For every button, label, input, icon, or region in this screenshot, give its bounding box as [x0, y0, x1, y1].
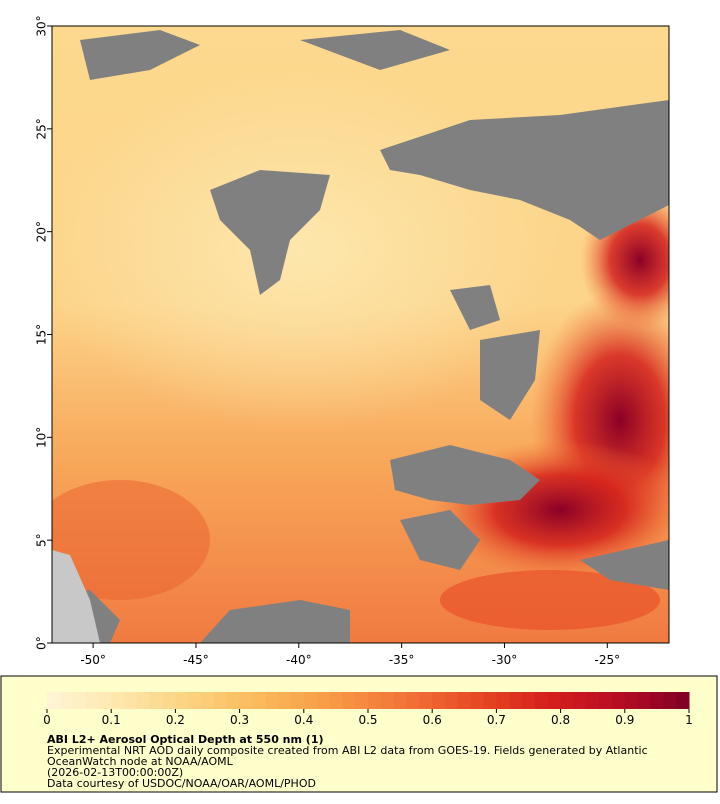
colorbar-cell — [59, 692, 74, 709]
colorbar-cell — [650, 692, 664, 709]
colorbar-cell — [213, 692, 228, 709]
y-tick-label: 10° — [35, 427, 49, 448]
colorbar-cell — [47, 692, 61, 709]
colorbar-tick-label: 0 — [43, 713, 51, 727]
legend-line: (2026-02-13T00:00:00Z) — [47, 766, 183, 779]
legend-line: Experimental NRT AOD daily composite cre… — [47, 744, 648, 757]
x-tick-label: -45° — [183, 653, 209, 667]
colorbar-cell — [637, 692, 651, 709]
colorbar-cell — [124, 692, 138, 709]
colorbar-cell — [149, 692, 164, 709]
colorbar-cell — [329, 692, 343, 709]
colorbar-cell — [573, 692, 587, 709]
colorbar-cell — [586, 692, 600, 709]
colorbar-cell — [98, 692, 112, 709]
y-tick-label: 30° — [35, 15, 49, 36]
x-tick-label: -30° — [492, 653, 518, 667]
y-tick-label: 5° — [35, 533, 49, 547]
x-tick-label: -50° — [80, 653, 106, 667]
colorbar-cell — [278, 692, 292, 709]
colorbar-cell — [85, 692, 99, 709]
colorbar-cell — [265, 692, 279, 709]
colorbar-cell — [445, 692, 459, 709]
colorbar-cell — [611, 692, 626, 709]
colorbar-cell — [547, 692, 562, 709]
colorbar-cell — [509, 692, 523, 709]
colorbar-tick-label: 0.5 — [358, 713, 377, 727]
x-tick-label: -40° — [286, 653, 312, 667]
colorbar-cell — [663, 692, 677, 709]
axes: -50° -45° -40° -35° -30° -25° 0° 5° 10° 15° 20° 25°… — [35, 15, 621, 667]
colorbar-cell — [470, 692, 485, 709]
map-image — [52, 26, 669, 643]
colorbar-cell — [676, 692, 690, 709]
colorbar-cell — [72, 692, 87, 709]
colorbar-cell — [368, 692, 382, 709]
colorbar-cell — [226, 692, 241, 709]
colorbar-cell — [380, 692, 395, 709]
colorbar-cell — [136, 692, 151, 709]
colorbar-cell — [162, 692, 176, 709]
colorbar-cell — [432, 692, 446, 709]
y-tick-label: 15° — [35, 324, 49, 345]
legend-line: OceanWatch node at NOAA/AOML — [47, 755, 234, 768]
colorbar-cell — [522, 692, 536, 709]
colorbar-tick-label: 0.9 — [615, 713, 634, 727]
colorbar-cell — [111, 692, 125, 709]
colorbar-cell — [342, 692, 356, 709]
legend-line: Data courtesy of USDOC/NOAA/OAR/AOML/PHO… — [47, 777, 316, 790]
colorbar-cell — [239, 692, 253, 709]
legend-title: ABI L2+ Aerosol Optical Depth at 550 nm … — [47, 733, 324, 746]
colorbar-tick-label: 0.2 — [166, 713, 185, 727]
colorbar-cell — [534, 692, 549, 709]
colorbar-cell — [303, 692, 318, 709]
colorbar-cell — [483, 692, 497, 709]
colorbar-cell — [175, 692, 189, 709]
colorbar-cell — [290, 692, 305, 709]
colorbar-tick-label: 0.7 — [487, 713, 506, 727]
colorbar-tick-label: 1 — [685, 713, 693, 727]
colorbar-tick-label: 0.6 — [423, 713, 442, 727]
x-tick-label: -25° — [594, 653, 620, 667]
colorbar-cell — [419, 692, 433, 709]
colorbar-cell — [188, 692, 202, 709]
y-tick-label: 25° — [35, 118, 49, 139]
y-tick-label: 0° — [35, 636, 49, 650]
colorbar-tick-label: 0.1 — [102, 713, 121, 727]
colorbar-tick-label: 0.4 — [294, 713, 313, 727]
colorbar-cell — [201, 692, 215, 709]
x-tick-label: -35° — [389, 653, 415, 667]
colorbar-cell — [406, 692, 420, 709]
colorbar-cell — [624, 692, 639, 709]
y-tick-label: 20° — [35, 221, 49, 242]
colorbar-cell — [393, 692, 408, 709]
colorbar-cell — [599, 692, 613, 709]
colorbar-cell — [560, 692, 574, 709]
colorbar-cell — [316, 692, 330, 709]
colorbar-cell — [355, 692, 369, 709]
colorbar-tick-label: 0.3 — [230, 713, 249, 727]
colorbar-cell — [252, 692, 266, 709]
colorbar: 0 0.1 0.2 0.3 0.4 0.5 0.6 0.7 0.8 0.9 1 — [43, 692, 693, 727]
colorbar-cell — [496, 692, 510, 709]
colorbar-cell — [457, 692, 472, 709]
colorbar-tick-label: 0.8 — [551, 713, 570, 727]
